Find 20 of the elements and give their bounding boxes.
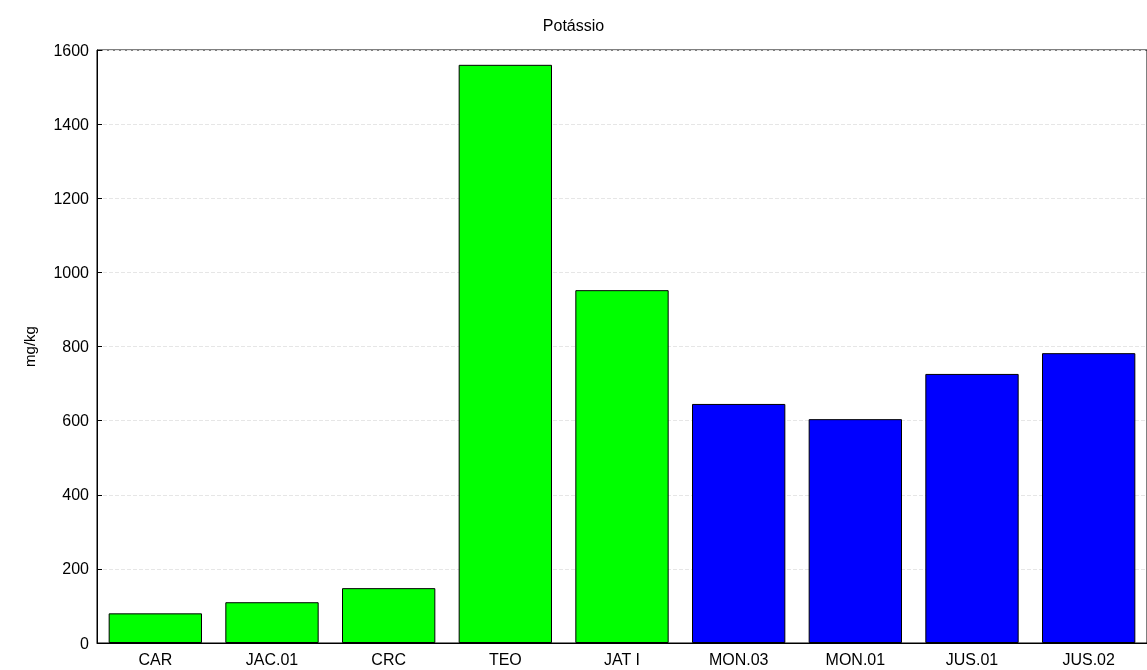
- y-tick-label: 1200: [53, 189, 90, 207]
- x-tick-label: CRC: [371, 650, 406, 668]
- x-tick-label: JUS.02: [1062, 650, 1115, 668]
- y-axis-title: mg/kg: [21, 326, 38, 367]
- x-tick-label: JUS.01: [945, 650, 999, 668]
- x-tick-label: CAR: [138, 650, 173, 668]
- y-tick-label: 400: [62, 486, 90, 504]
- y-tick-label: 0: [80, 634, 90, 652]
- x-tick-label: JAC.01: [245, 650, 299, 668]
- x-tick-label: MON.03: [708, 650, 769, 668]
- y-tick-label: 800: [62, 338, 90, 355]
- chart-title: Potássio: [542, 16, 605, 34]
- x-tick-label: JAT I: [604, 650, 640, 668]
- y-tick-label: 1000: [53, 263, 90, 281]
- y-tick-label: 200: [62, 560, 90, 578]
- x-tick-label: TEO: [488, 650, 522, 668]
- x-tick-label: MON.01: [825, 650, 886, 668]
- y-tick-label: 1600: [53, 41, 90, 59]
- y-tick-label: 600: [62, 412, 90, 430]
- y-tick-label: 1400: [53, 115, 90, 133]
